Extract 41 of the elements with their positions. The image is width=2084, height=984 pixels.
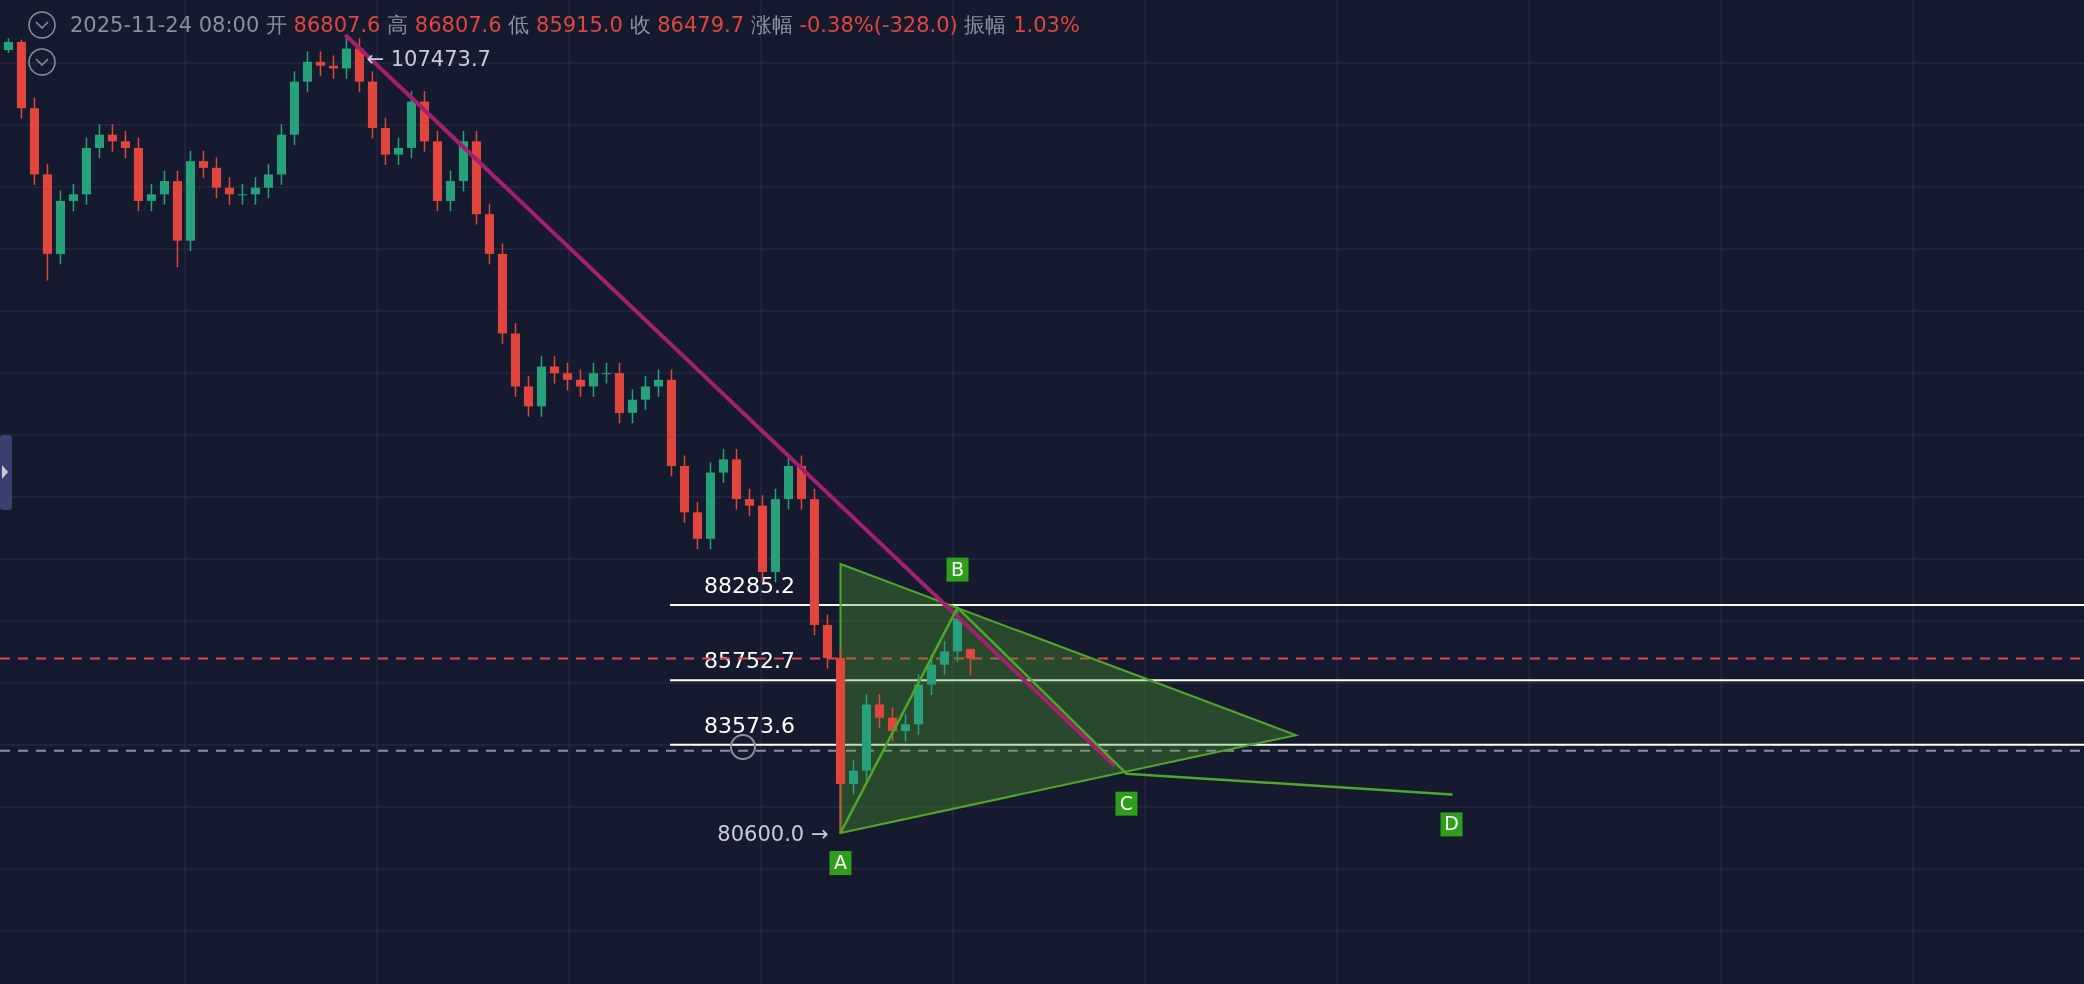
candlestick — [926, 653, 937, 696]
candlestick — [640, 375, 651, 411]
candlestick — [250, 176, 261, 206]
candlestick — [939, 640, 950, 676]
candlestick — [744, 487, 755, 517]
candlestick — [653, 368, 664, 398]
candlestick — [94, 123, 105, 160]
candlestick — [562, 362, 573, 391]
candlestick — [900, 713, 911, 743]
candlestick — [718, 448, 729, 484]
candlestick — [211, 156, 222, 199]
ref-line-label: 88285.2 — [704, 573, 795, 599]
candlestick — [393, 136, 404, 166]
annotation: 80600.0 → — [717, 822, 829, 846]
candlestick — [263, 163, 274, 199]
candlestick — [848, 759, 859, 796]
candlestick — [237, 183, 248, 206]
candlestick — [874, 693, 885, 729]
candlestick — [549, 355, 560, 385]
candlestick — [523, 375, 534, 418]
data-label: D — [1444, 812, 1459, 835]
data-label: C — [1119, 791, 1134, 814]
candlestick — [575, 368, 586, 398]
data-label: B — [950, 557, 965, 580]
text: 2025-11-24 08:00 开 86807.6 高 86807.6 低 85915.0 收 86479.7 涨幅 -0.38%(-328.0) 振幅 1.03% — [70, 13, 1080, 37]
candlestick — [120, 130, 131, 160]
candlestick — [601, 362, 612, 385]
ref-line-label: 83573.6 — [704, 712, 795, 738]
candlestick — [627, 388, 638, 425]
candlestick — [445, 169, 456, 213]
data-label: A — [833, 851, 847, 873]
candlestick — [224, 176, 235, 206]
candlestick — [159, 169, 170, 206]
candlestick — [68, 183, 78, 213]
candlestick — [315, 50, 326, 77]
candlestick — [302, 50, 313, 93]
candlestick — [107, 123, 118, 153]
candlestick — [198, 150, 209, 179]
ref-line-label: 85752.7 — [704, 648, 795, 674]
candlestick — [146, 183, 157, 213]
candlestick — [588, 362, 599, 398]
